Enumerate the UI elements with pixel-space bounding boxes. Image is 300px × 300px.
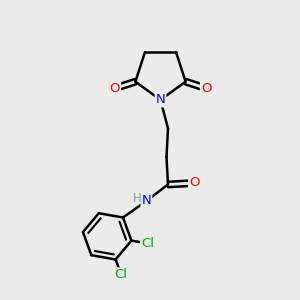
Text: N: N [142, 194, 151, 208]
Text: H: H [132, 192, 141, 205]
Text: O: O [189, 176, 200, 190]
Text: Cl: Cl [115, 268, 128, 281]
Text: Cl: Cl [141, 237, 154, 250]
Text: N: N [156, 93, 165, 106]
Text: O: O [110, 82, 120, 95]
Text: O: O [201, 82, 211, 95]
